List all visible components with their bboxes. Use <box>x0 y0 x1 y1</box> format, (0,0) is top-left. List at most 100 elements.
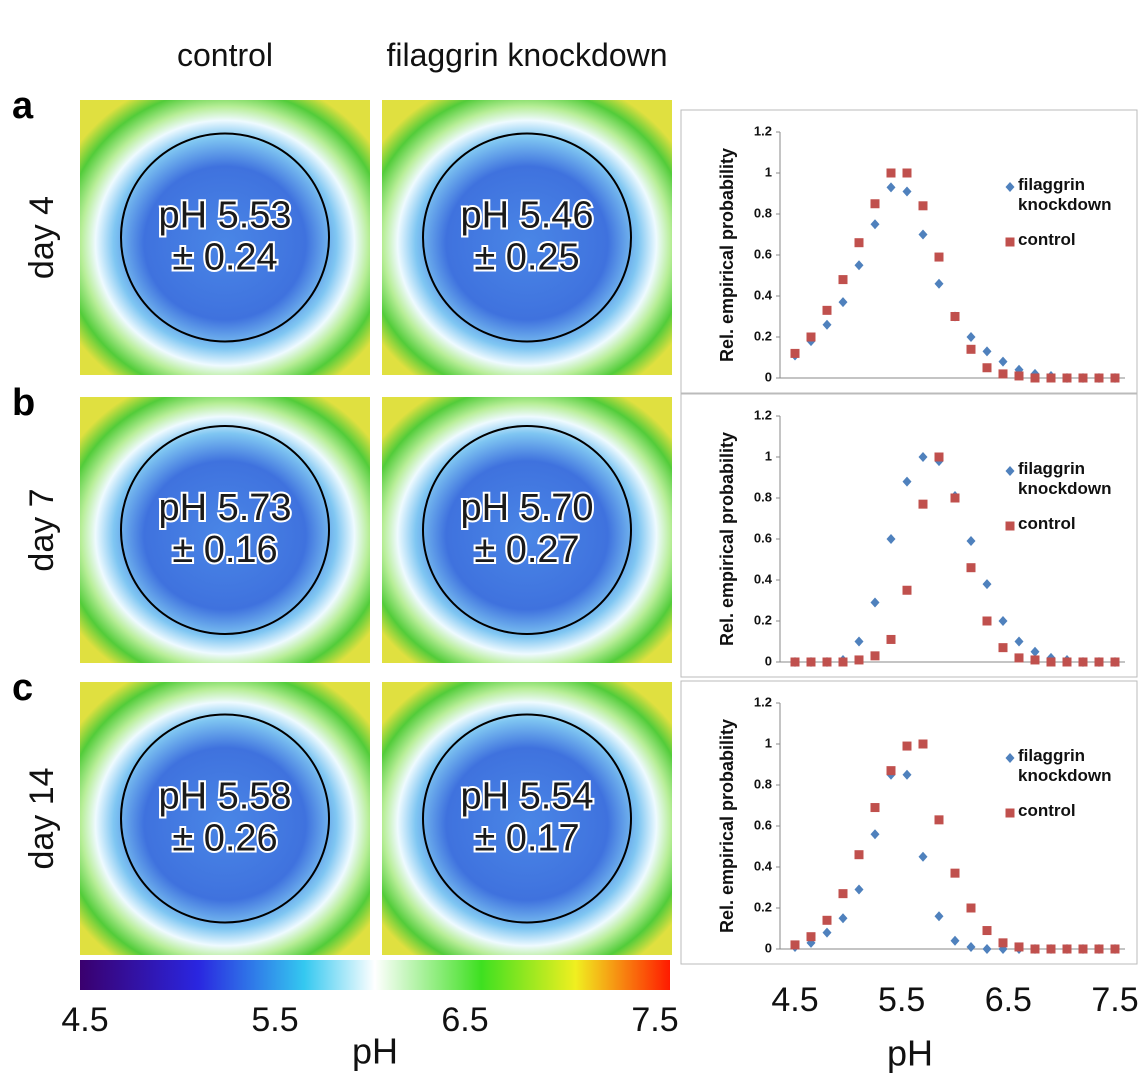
x-tick-label: 6.5 <box>985 981 1032 1019</box>
legend-marker <box>1005 521 1015 531</box>
data-point <box>1046 373 1056 383</box>
y-tick-label: 0.2 <box>754 612 772 627</box>
roi-circle <box>422 713 632 924</box>
data-point <box>934 911 944 922</box>
legend-marker <box>1005 808 1015 818</box>
legend-label-box: filaggrin knockdown <box>1018 746 1112 785</box>
panel-letter: c <box>12 667 33 709</box>
data-point <box>806 657 816 667</box>
ph-image <box>382 397 672 663</box>
colorbar-tick-label: 5.5 <box>251 1001 298 1039</box>
legend-label: filaggrin knockdown <box>1018 746 1112 785</box>
legend-label: filaggrin knockdown <box>1018 175 1112 214</box>
data-point <box>1062 373 1072 383</box>
colorbar-label: pH <box>352 1031 398 1072</box>
colorbar <box>80 960 670 990</box>
data-point <box>854 238 864 248</box>
y-tick-label: 0 <box>765 369 772 384</box>
ph-mean: pH 5.73 <box>158 487 291 529</box>
data-point <box>902 585 912 595</box>
legend-label-box: control <box>1018 801 1076 820</box>
data-point <box>854 260 864 271</box>
data-point <box>1078 657 1088 667</box>
data-point <box>822 305 832 315</box>
legend-label: control <box>1018 230 1076 249</box>
ph-image <box>382 682 672 955</box>
data-point <box>1110 373 1120 383</box>
colorbar-tick-label: 4.5 <box>61 1001 108 1039</box>
data-point <box>934 815 944 825</box>
data-point <box>822 319 832 330</box>
column-header-box: filaggrin knockdown <box>386 37 667 73</box>
column-header: control <box>176 36 274 73</box>
data-point <box>982 926 992 936</box>
data-point <box>966 903 976 913</box>
colorbar-tick-label: 7.5 <box>631 1001 678 1039</box>
legend-marker <box>1005 753 1015 763</box>
data-point <box>950 935 960 946</box>
y-tick-label: 0.8 <box>754 489 772 504</box>
data-point <box>1094 944 1104 954</box>
data-point <box>1078 373 1088 383</box>
y-tick-label: 0.2 <box>754 899 772 914</box>
y-tick-label: 0.8 <box>754 776 772 791</box>
x-tick-label: 7.5 <box>1091 981 1138 1019</box>
colorbar-tick-label: 6.5 <box>441 1001 488 1039</box>
data-point <box>902 476 912 487</box>
x-tick-label: 4.5 <box>771 981 818 1019</box>
data-point <box>934 252 944 262</box>
column-header-box: control <box>176 36 274 73</box>
data-point <box>998 938 1008 948</box>
data-point <box>1094 657 1104 667</box>
y-axis-label-box: Rel. empirical probability <box>716 147 737 363</box>
data-point <box>918 201 928 211</box>
y-tick-label: 1 <box>765 735 772 750</box>
data-point <box>902 769 912 780</box>
y-axis-label-box: Rel. empirical probability <box>716 431 737 647</box>
data-point <box>1094 373 1104 383</box>
data-point <box>854 655 864 665</box>
ph-mean: pH 5.46 <box>460 195 593 237</box>
row-label: day 7 <box>23 488 61 571</box>
ph-sd: ± 0.26 <box>172 818 277 860</box>
ph-sd: ± 0.24 <box>172 237 277 279</box>
y-axis-label: Rel. empirical probability <box>716 718 737 934</box>
data-point <box>854 850 864 860</box>
data-point <box>1110 657 1120 667</box>
data-point <box>1014 636 1024 647</box>
chart-frame <box>680 109 1138 394</box>
data-point <box>790 348 800 358</box>
y-tick-label: 1 <box>765 448 772 463</box>
data-point <box>886 168 896 178</box>
y-tick-label: 0.6 <box>754 817 772 832</box>
data-point <box>998 616 1008 626</box>
y-tick-label: 0 <box>765 653 772 668</box>
data-point <box>998 356 1008 367</box>
legend-label: filaggrin knockdown <box>1018 459 1112 498</box>
data-point <box>950 493 960 503</box>
data-point <box>1062 944 1072 954</box>
y-tick-label: 0 <box>765 940 772 955</box>
y-tick-label: 0.4 <box>754 287 773 302</box>
data-point <box>902 186 912 197</box>
y-tick-label: 0.6 <box>754 246 772 261</box>
data-point <box>870 803 880 813</box>
legend-marker <box>1005 182 1015 192</box>
row-label: day 4 <box>23 196 61 279</box>
data-point <box>838 657 848 667</box>
x-axis-label: pH <box>887 1033 933 1074</box>
data-point <box>1014 371 1024 381</box>
data-point <box>838 913 848 924</box>
data-point <box>966 941 976 952</box>
y-axis-label: Rel. empirical probability <box>716 147 737 363</box>
ph-mean: pH 5.58 <box>158 776 291 818</box>
panel-letter: a <box>12 85 34 127</box>
data-point <box>1046 944 1056 954</box>
data-point <box>822 927 832 938</box>
data-point <box>982 579 992 590</box>
y-axis-label: Rel. empirical probability <box>716 431 737 647</box>
data-point <box>902 168 912 178</box>
data-point <box>1014 942 1024 952</box>
data-point <box>918 739 928 749</box>
